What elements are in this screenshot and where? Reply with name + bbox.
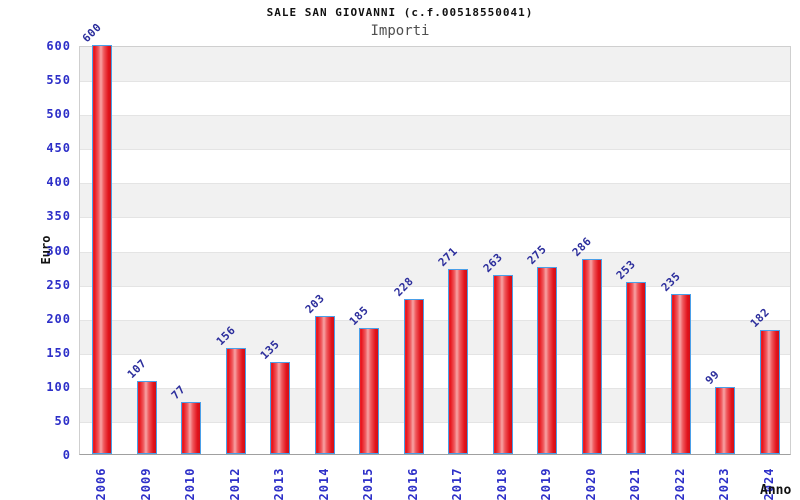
gridline	[80, 421, 790, 423]
x-tick-label: 2016	[405, 467, 420, 500]
x-tick-label: 2013	[272, 467, 287, 500]
bar	[759, 329, 780, 454]
plot-area: 600 107 77 156 135 203 185 228 271 263 275 286 253 23…	[79, 21, 791, 455]
bar	[492, 274, 513, 454]
chart-subtitle: Importi	[370, 23, 430, 39]
x-tick-label: 2019	[539, 467, 554, 500]
x-tick-label: 2017	[450, 467, 465, 500]
bar	[225, 347, 246, 454]
y-tick-label: 100	[46, 379, 71, 394]
x-tick-label: 2006	[94, 467, 109, 500]
y-tick-label: 0	[62, 448, 71, 462]
bar	[181, 401, 202, 454]
x-tick-label: 2015	[361, 467, 376, 500]
y-tick-label: 450	[46, 141, 71, 156]
x-tick-label: 2022	[672, 467, 687, 500]
x-tick-label: 2018	[494, 467, 509, 500]
gridline	[80, 285, 790, 287]
chart-title: SALE SAN GIOVANNI (c.f.00518550041)	[266, 6, 534, 19]
bar	[359, 327, 380, 454]
bar	[626, 281, 647, 454]
gridline	[80, 183, 790, 185]
plot-band	[80, 115, 790, 150]
y-tick-label: 200	[46, 311, 71, 326]
y-tick-label: 500	[46, 107, 71, 122]
y-tick-label: 250	[46, 277, 71, 292]
y-tick-label: 50	[54, 413, 71, 428]
gridline	[80, 251, 790, 253]
bar	[715, 386, 736, 454]
bar	[448, 269, 469, 454]
gridline	[80, 353, 790, 355]
gridline	[80, 149, 790, 151]
y-tick-label: 350	[46, 209, 71, 224]
plot-band	[80, 183, 790, 218]
x-tick-label: 2009	[138, 467, 153, 500]
gridline	[80, 81, 790, 83]
x-axis-title: Anno	[760, 483, 792, 498]
bar	[92, 45, 113, 454]
gridline	[80, 115, 790, 117]
plot-band	[80, 149, 790, 183]
y-tick-label: 400	[46, 175, 71, 190]
plot-band	[80, 217, 790, 251]
gridline	[80, 319, 790, 321]
bar	[537, 266, 558, 454]
gridline	[80, 217, 790, 219]
x-tick-label: 2012	[227, 467, 242, 500]
plot-band	[80, 47, 790, 82]
bar	[136, 381, 157, 454]
y-tick-label: 550	[46, 73, 71, 88]
x-tick-label: 2021	[628, 467, 643, 500]
gridline	[80, 387, 790, 389]
bar	[403, 298, 424, 454]
y-tick-label: 300	[46, 243, 71, 258]
bar	[670, 293, 691, 454]
x-tick-label: 2014	[316, 467, 331, 500]
y-tick-label: 600	[46, 39, 71, 53]
plot-band	[80, 81, 790, 115]
x-tick-label: 2010	[183, 467, 198, 500]
bar	[270, 361, 291, 454]
x-tick-label: 2023	[717, 467, 732, 500]
x-tick-label: 2020	[583, 467, 598, 500]
y-tick-label: 150	[46, 345, 71, 360]
bar	[581, 259, 602, 454]
plot-band	[80, 251, 790, 286]
bar	[314, 315, 335, 454]
